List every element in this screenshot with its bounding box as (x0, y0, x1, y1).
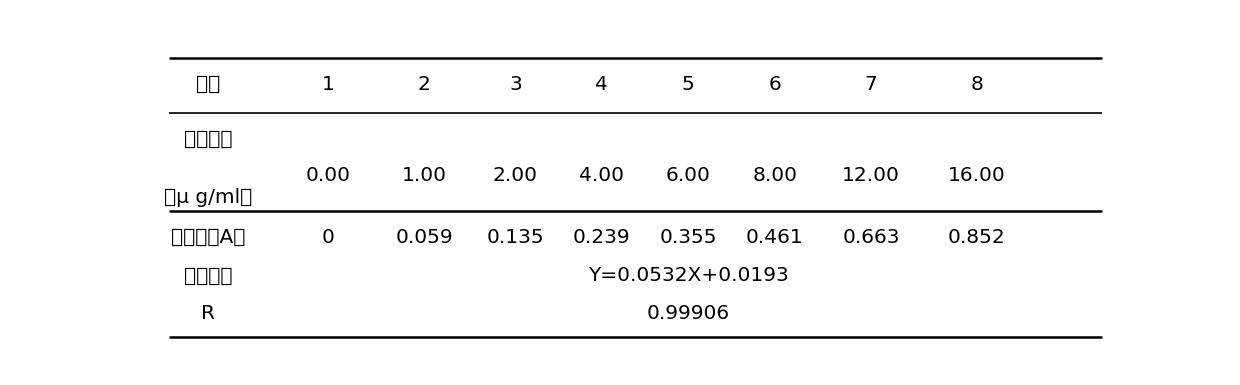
Text: 1.00: 1.00 (402, 166, 446, 185)
Text: 8.00: 8.00 (753, 166, 797, 185)
Text: 0.239: 0.239 (573, 228, 631, 247)
Text: 0.059: 0.059 (396, 228, 453, 247)
Text: 标液浓度: 标液浓度 (184, 130, 232, 149)
Text: 8: 8 (970, 75, 983, 94)
Text: Y=0.0532X+0.0193: Y=0.0532X+0.0193 (588, 266, 789, 285)
Text: 1: 1 (321, 75, 335, 94)
Text: R: R (201, 303, 215, 323)
Text: 2: 2 (418, 75, 430, 94)
Text: 0.00: 0.00 (305, 166, 351, 185)
Text: 0: 0 (321, 228, 335, 247)
Text: 7: 7 (864, 75, 878, 94)
Text: 0.663: 0.663 (842, 228, 900, 247)
Text: 4.00: 4.00 (579, 166, 625, 185)
Text: 回归方程: 回归方程 (184, 266, 232, 285)
Text: 6: 6 (769, 75, 781, 94)
Text: 2.00: 2.00 (492, 166, 538, 185)
Text: 0.355: 0.355 (660, 228, 717, 247)
Text: 12.00: 12.00 (842, 166, 900, 185)
Text: 0.461: 0.461 (746, 228, 804, 247)
Text: 0.99906: 0.99906 (647, 303, 730, 323)
Text: 吸光度（A）: 吸光度（A） (171, 228, 246, 247)
Text: 16.00: 16.00 (947, 166, 1006, 185)
Text: 序号: 序号 (196, 75, 219, 94)
Text: 0.135: 0.135 (486, 228, 544, 247)
Text: 4: 4 (595, 75, 609, 94)
Text: （μ g/ml）: （μ g/ml） (164, 188, 252, 207)
Text: 6.00: 6.00 (666, 166, 711, 185)
Text: 0.852: 0.852 (947, 228, 1006, 247)
Text: 3: 3 (508, 75, 522, 94)
Text: 5: 5 (682, 75, 694, 94)
